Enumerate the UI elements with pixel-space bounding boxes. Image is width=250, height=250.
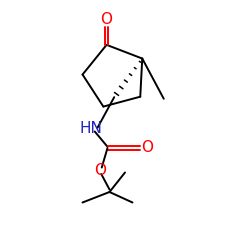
Text: O: O: [100, 12, 112, 27]
Text: HN: HN: [80, 121, 103, 136]
Text: O: O: [94, 163, 106, 178]
Text: O: O: [141, 140, 153, 156]
